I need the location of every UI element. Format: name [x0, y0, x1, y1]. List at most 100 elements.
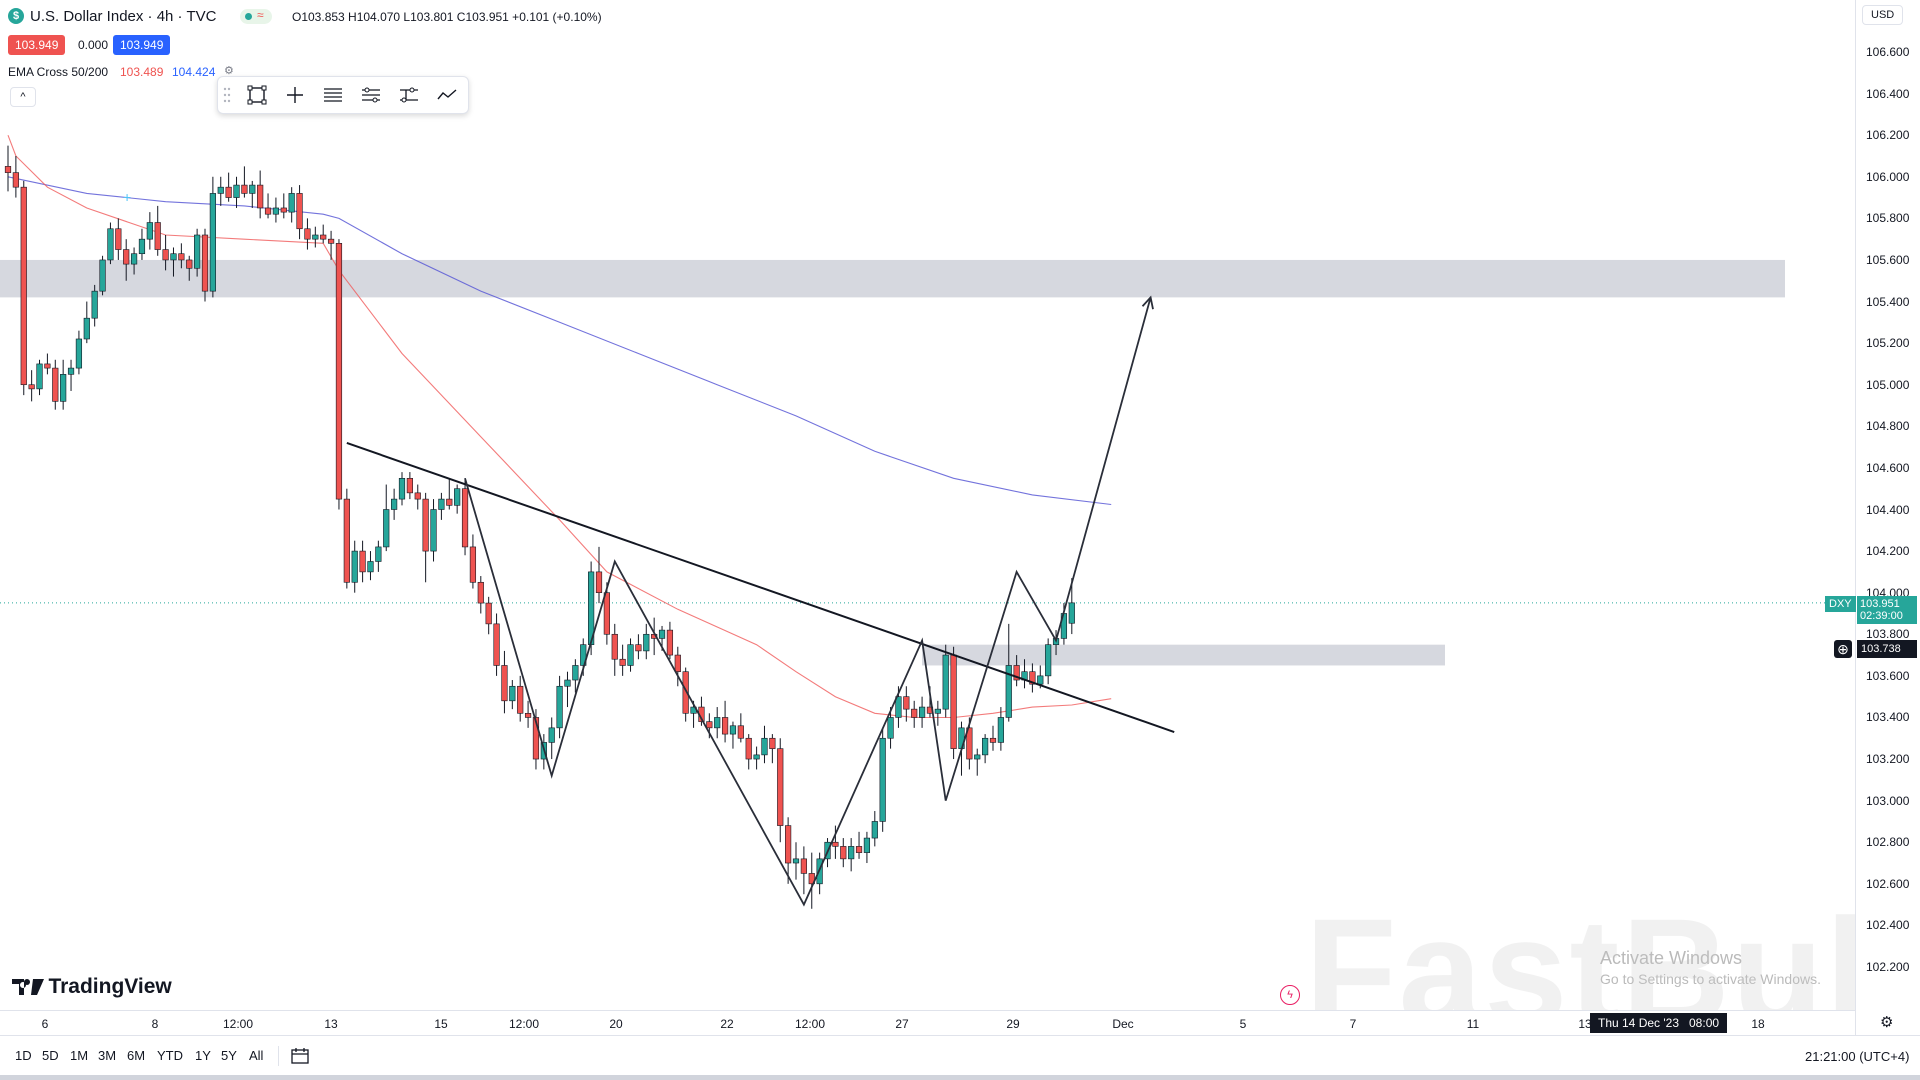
price-tick: 105.800: [1866, 211, 1910, 226]
candle-body: [635, 644, 642, 652]
candlestick-chart[interactable]: +: [0, 0, 1855, 1010]
candle-body: [4, 166, 12, 173]
candle-body: [406, 478, 413, 494]
time-tick: 8: [151, 1017, 159, 1031]
price-tick: 103.600: [1866, 668, 1910, 683]
tradingview-logo[interactable]: TradingView: [12, 975, 172, 999]
indicator-settings-icon[interactable]: ⚙: [224, 65, 234, 77]
range-button-3m[interactable]: 3M: [98, 1048, 117, 1063]
calendar-goto-icon[interactable]: [290, 1046, 310, 1066]
range-button-5d[interactable]: 5D: [42, 1048, 59, 1063]
price-tick: 103.200: [1866, 752, 1910, 767]
sell-price-badge[interactable]: 103.949: [8, 35, 66, 55]
price-axis[interactable]: USD 106.600 106.400 106.200 106.000 105.800 1…: [1855, 0, 1920, 1075]
indicator-name[interactable]: EMA Cross 50/200: [8, 65, 109, 79]
candle-body: [241, 184, 248, 194]
candle-body: [721, 717, 729, 735]
buy-price-badge[interactable]: 103.949: [113, 35, 171, 55]
windows-activation-notice: Activate Windows Go to Settings to activ…: [1600, 948, 1821, 987]
currency-selector[interactable]: USD: [1862, 5, 1904, 25]
time-tick: 13: [324, 1017, 338, 1031]
ema-50-line: [7, 135, 1112, 719]
range-button-1d[interactable]: 1D: [15, 1048, 32, 1063]
fib-retracement-icon[interactable]: [322, 84, 344, 106]
time-axis[interactable]: 6 8 12:00 13 15 12:00 20 22 12:00 27 29 Dec 5 7 11 13 18…: [0, 1010, 1855, 1036]
candle-body: [792, 858, 800, 864]
price-tick: 105.400: [1866, 294, 1910, 309]
crosshair-tool-icon[interactable]: [284, 84, 306, 106]
crosshair-add-button[interactable]: ⊕: [1834, 640, 1852, 658]
candle-body: [887, 717, 894, 739]
ema-200-line: [7, 176, 1112, 506]
symbol-logo-icon: $: [8, 8, 24, 24]
time-tick: 27: [895, 1017, 909, 1031]
utc-clock[interactable]: 21:21:00 (UTC+4): [1805, 1049, 1910, 1064]
candle-body: [162, 249, 169, 261]
green-dot-icon: [245, 13, 252, 20]
candle-body: [75, 338, 83, 369]
candle-body: [351, 550, 358, 583]
candle-body: [477, 581, 484, 604]
candle-body: [619, 658, 626, 666]
tradingview-logo-icon: [12, 979, 44, 995]
candle-body: [20, 186, 27, 386]
price-tick: 105.000: [1866, 377, 1910, 392]
candle-body: [320, 234, 327, 240]
candle-body: [264, 207, 272, 215]
candle-body: [115, 228, 122, 250]
candle-body: [343, 498, 350, 583]
price-tick: 102.200: [1866, 960, 1910, 974]
range-button-ytd[interactable]: YTD: [157, 1048, 183, 1063]
candle-body: [257, 184, 264, 209]
price-tick: 102.600: [1866, 876, 1910, 891]
range-button-5y[interactable]: 5Y: [221, 1048, 237, 1063]
range-button-all[interactable]: All: [249, 1048, 264, 1063]
candle-body: [777, 748, 784, 826]
chart-plot-area[interactable]: + Activate Windows Go to Settings to act…: [0, 0, 1855, 1010]
windows-notice-line1: Activate Windows: [1600, 948, 1743, 968]
drawing-toolbar[interactable]: [217, 76, 469, 114]
chart-title[interactable]: U.S. Dollar Index · 4h · TVC: [30, 8, 217, 25]
price-tick: 103.400: [1866, 710, 1910, 725]
candle-body: [272, 207, 280, 215]
candle-body: [761, 737, 768, 756]
candle-body: [438, 498, 445, 510]
range-button-6m[interactable]: 6M: [127, 1048, 146, 1063]
candle-body: [138, 238, 146, 255]
price-tick: 104.600: [1866, 460, 1910, 475]
parallel-channel-icon[interactable]: [360, 84, 382, 106]
range-button-1y[interactable]: 1Y: [195, 1048, 211, 1063]
candle-body: [903, 696, 910, 710]
candle-body: [658, 629, 666, 639]
candle-body: [517, 685, 524, 714]
candle-body: [123, 249, 130, 265]
range-button-1m[interactable]: 1M: [70, 1048, 89, 1063]
path-tool-icon[interactable]: [436, 84, 458, 106]
candle-body: [918, 706, 926, 718]
candle-body: [509, 685, 516, 702]
candle-body: [863, 837, 871, 853]
candle-body: [714, 717, 721, 729]
axis-settings-icon[interactable]: ⚙: [1880, 1014, 1894, 1031]
candle-body: [1005, 665, 1012, 718]
range-divider: [278, 1046, 279, 1066]
price-range-icon[interactable]: [398, 84, 420, 106]
candle-body: [1037, 675, 1044, 685]
candle-body: [107, 228, 114, 261]
collapse-legend-button[interactable]: ^: [10, 87, 36, 107]
candle-body: [367, 561, 374, 573]
candle-body: [430, 509, 437, 552]
lightning-icon[interactable]: ϟ: [1280, 985, 1300, 1005]
fastbull-watermark: FastBull: [1305, 887, 1855, 1010]
crosshair-price-label: 103.738: [1857, 640, 1917, 658]
candle-body: [130, 253, 138, 265]
candle-body: [706, 721, 713, 729]
rectangle-tool-icon[interactable]: [246, 84, 268, 106]
candle-body: [785, 825, 792, 864]
drag-handle-icon[interactable]: [222, 84, 232, 106]
candle-body: [391, 498, 398, 510]
price-tick: 106.000: [1866, 169, 1910, 184]
candle-body: [982, 737, 989, 756]
candle-body: [146, 222, 153, 240]
bottom-toolbar: 1D 5D 1M 3M 6M YTD 1Y 5Y All 21:21:00 (UTC+4): [0, 1035, 1920, 1076]
